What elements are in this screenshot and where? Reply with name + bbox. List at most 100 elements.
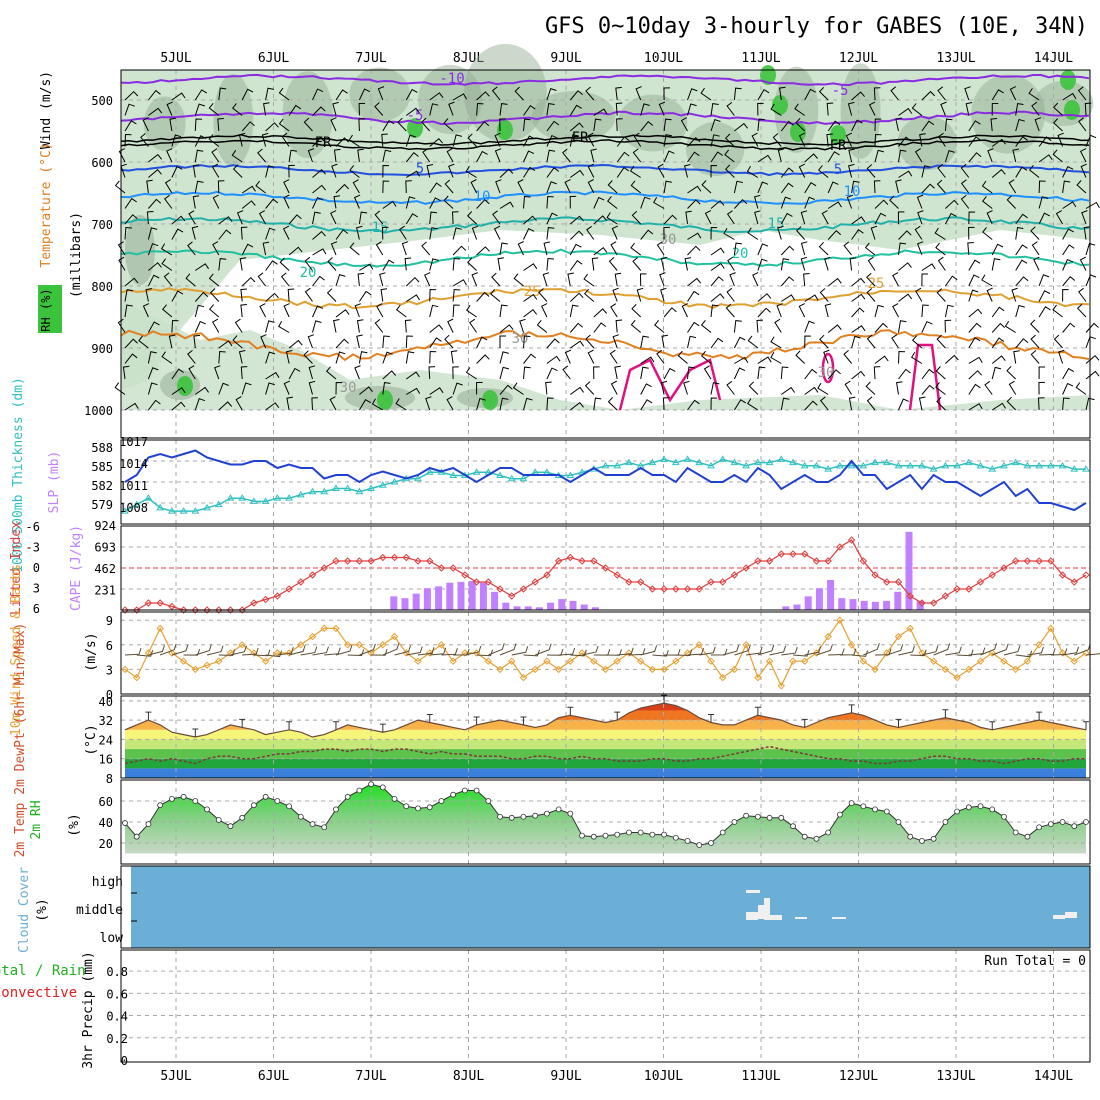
wind-barb — [1031, 101, 1040, 116]
wind-barb — [781, 386, 796, 395]
wind-barb — [146, 179, 153, 194]
li-point — [261, 595, 270, 604]
wind-barb — [240, 304, 247, 318]
wind-barb-10m — [1085, 652, 1100, 656]
wind-barb — [687, 103, 697, 116]
rh-point — [192, 798, 199, 804]
rh-shade-green — [497, 120, 513, 140]
temp-max-whisker — [286, 721, 293, 730]
wind-barb — [683, 380, 690, 395]
wind-barb — [960, 163, 970, 178]
wind-barb — [499, 242, 508, 256]
wind-barb — [118, 256, 126, 271]
thickness-tick: 588 — [91, 441, 113, 455]
rh-shade-dark — [418, 64, 483, 135]
wind-barb-10m — [851, 650, 869, 657]
wind-barb — [236, 210, 244, 225]
date-label-bottom: 7JUL — [355, 1069, 386, 1084]
wind-barb — [847, 101, 855, 116]
wind-barb — [991, 168, 1006, 178]
wind-barb — [945, 354, 959, 364]
cape-bar — [535, 607, 543, 610]
thickness-point — [214, 500, 223, 508]
wind-barb — [382, 180, 390, 194]
temp-line — [124, 702, 1087, 738]
wind-barb — [546, 212, 558, 225]
rh-shade-green — [1060, 70, 1076, 90]
contour-label: 30 — [660, 232, 677, 248]
wind-barb — [499, 384, 513, 395]
li-point — [461, 571, 469, 579]
upper-ylabel: (millibars) — [69, 212, 84, 298]
wind-barb — [308, 380, 316, 395]
wind-barb — [543, 241, 551, 256]
li-point — [496, 585, 504, 593]
wind-barb — [734, 122, 748, 132]
li-point — [191, 606, 200, 614]
wind-barb — [780, 212, 793, 225]
wind-speed-point — [859, 657, 868, 665]
wind-barb — [895, 179, 902, 194]
wind-barb — [546, 149, 556, 163]
wind-barb — [124, 353, 138, 364]
rh-point — [954, 808, 960, 815]
wind-barb — [610, 380, 618, 395]
rh-label: 2m RH — [29, 800, 44, 839]
wind-barb — [569, 292, 584, 302]
rh-point — [602, 832, 609, 839]
wind-barb — [821, 210, 829, 225]
wind-barb — [241, 276, 256, 287]
wind-barb — [465, 165, 477, 178]
temp-max-whisker — [661, 694, 668, 704]
wind-barb — [1029, 319, 1040, 333]
wind-barb — [546, 195, 554, 209]
wind-barb — [733, 87, 742, 101]
temp-max-whisker — [473, 716, 480, 725]
wind-barb — [847, 163, 855, 178]
cape-bar — [580, 604, 588, 610]
wind-barb — [282, 225, 290, 240]
contour-label: -10 — [439, 71, 464, 87]
wind-barb-10m — [1039, 648, 1056, 656]
wind-speed-point — [836, 616, 844, 624]
cape-bar — [827, 580, 835, 610]
wind-barb — [194, 103, 205, 116]
wind-barb — [921, 384, 935, 395]
wind-barb — [874, 304, 884, 318]
wind-barb — [1085, 201, 1100, 209]
wind-speed-point — [742, 641, 750, 649]
wind-barb — [804, 182, 817, 194]
wind-barb — [124, 133, 132, 147]
cloud-cell — [770, 915, 782, 920]
wind-barb — [911, 351, 923, 364]
upper-label-wind: Wind (m/s) — [39, 71, 54, 149]
wind-barb — [406, 294, 421, 302]
wind-barb — [218, 401, 233, 411]
wind-barb — [747, 335, 759, 349]
wind-barb — [921, 165, 931, 178]
wind-speed-point — [894, 632, 903, 641]
li-point — [543, 571, 551, 579]
thickness-point — [730, 458, 739, 466]
thickness-point — [1023, 461, 1032, 469]
wind-barb — [710, 103, 719, 116]
wind-speed-point — [519, 673, 528, 682]
wind-barb — [443, 195, 454, 209]
rh-point — [309, 821, 316, 827]
wind-barb — [991, 366, 1002, 380]
wind-barb — [911, 103, 923, 116]
wind-barb — [1038, 180, 1046, 194]
wind-barb — [211, 148, 220, 163]
wind-barb — [194, 135, 207, 147]
wind-barb — [288, 339, 303, 349]
temp-max-whisker — [614, 711, 621, 721]
wind-barb — [218, 87, 227, 101]
wind-barb — [570, 386, 585, 395]
wind-barb — [523, 118, 531, 132]
rh-shade-upper — [121, 70, 1090, 390]
wind-barb — [723, 228, 735, 240]
wind-barb — [663, 134, 672, 147]
wind-barb — [687, 232, 702, 240]
wind-barb — [426, 164, 434, 178]
rh-shade-green — [772, 95, 788, 115]
